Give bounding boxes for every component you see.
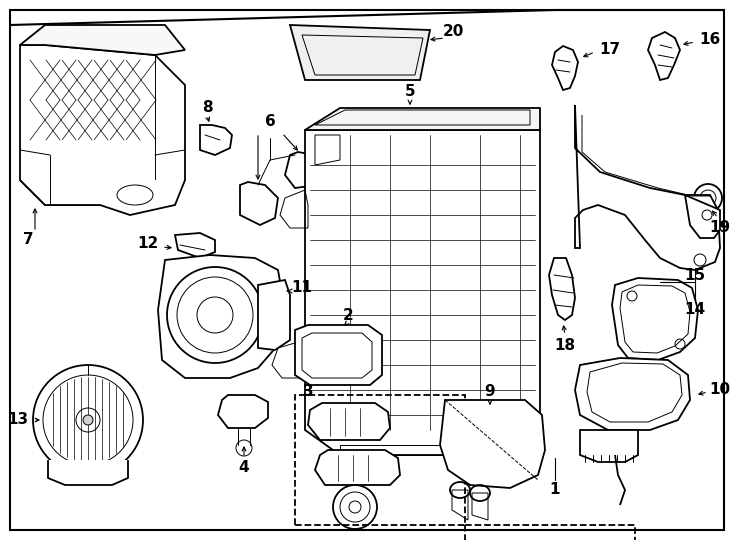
Polygon shape: [20, 25, 185, 55]
Text: 7: 7: [23, 233, 33, 247]
Text: 18: 18: [554, 338, 575, 353]
Polygon shape: [295, 325, 382, 385]
Polygon shape: [200, 125, 232, 155]
Polygon shape: [549, 258, 575, 320]
Polygon shape: [285, 152, 325, 188]
Text: 11: 11: [291, 280, 313, 295]
Polygon shape: [20, 180, 185, 215]
Text: 6: 6: [265, 114, 275, 130]
Polygon shape: [290, 25, 430, 80]
Text: 3: 3: [302, 384, 313, 400]
Polygon shape: [20, 45, 185, 205]
Text: 13: 13: [7, 413, 29, 428]
Text: 19: 19: [710, 220, 730, 235]
Polygon shape: [648, 32, 680, 80]
Polygon shape: [580, 430, 638, 462]
Text: 16: 16: [700, 32, 721, 48]
Text: 8: 8: [202, 100, 212, 116]
Polygon shape: [218, 395, 268, 428]
Text: 10: 10: [710, 382, 730, 397]
Bar: [465, 525, 635, 540]
Text: 15: 15: [684, 267, 705, 282]
Polygon shape: [575, 105, 720, 270]
Polygon shape: [308, 403, 390, 440]
Polygon shape: [305, 130, 540, 455]
Text: 4: 4: [239, 461, 250, 476]
Polygon shape: [305, 108, 540, 130]
Polygon shape: [240, 182, 278, 225]
Polygon shape: [552, 46, 578, 90]
Text: 5: 5: [404, 84, 415, 99]
Polygon shape: [315, 450, 400, 485]
Text: 17: 17: [600, 43, 620, 57]
Polygon shape: [258, 280, 290, 350]
Ellipse shape: [705, 195, 711, 201]
Text: 14: 14: [684, 302, 705, 318]
Text: 1: 1: [550, 483, 560, 497]
Polygon shape: [612, 278, 698, 360]
Text: 9: 9: [484, 384, 495, 400]
Polygon shape: [48, 460, 128, 485]
Text: 20: 20: [443, 24, 464, 39]
Bar: [295, 395, 465, 525]
Ellipse shape: [83, 415, 93, 425]
Polygon shape: [175, 233, 215, 258]
Polygon shape: [440, 400, 545, 488]
Polygon shape: [685, 195, 720, 238]
Polygon shape: [158, 255, 285, 378]
Text: 2: 2: [343, 307, 353, 322]
Text: 12: 12: [137, 235, 159, 251]
Polygon shape: [575, 358, 690, 430]
